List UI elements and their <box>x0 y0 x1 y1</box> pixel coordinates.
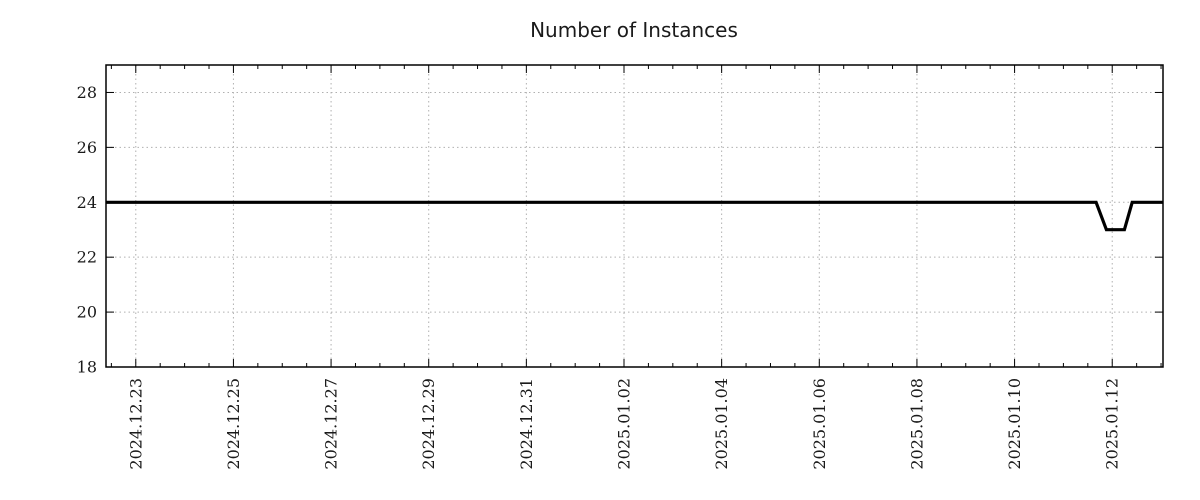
x-tick-label: 2025.01.04 <box>712 378 731 470</box>
x-tick-label: 2025.01.08 <box>907 378 926 470</box>
y-tick-label: 24 <box>77 193 97 212</box>
chart-title: Number of Instances <box>530 18 738 42</box>
y-axis-labels: 18 20 22 24 26 28 <box>77 83 97 377</box>
y-tick-label: 22 <box>77 248 97 267</box>
series-line-instances <box>106 200 1163 232</box>
x-tick-label: 2024.12.25 <box>224 378 243 470</box>
x-tick-label: 2024.12.31 <box>517 378 536 470</box>
axis-ticks <box>106 65 1163 368</box>
x-tick-label: 2025.01.02 <box>615 378 634 470</box>
x-tick-label: 2025.01.06 <box>810 378 829 470</box>
gridlines <box>106 65 1163 367</box>
x-tick-label: 2025.01.12 <box>1103 378 1122 470</box>
x-tick-label: 2024.12.23 <box>126 378 145 470</box>
plot-border <box>105 64 1164 368</box>
y-tick-label: 26 <box>77 138 97 157</box>
y-tick-label: 28 <box>77 83 97 102</box>
x-tick-label: 2024.12.27 <box>322 378 341 470</box>
y-tick-label: 18 <box>77 358 97 377</box>
x-tick-label: 2024.12.29 <box>419 378 438 470</box>
x-tick-label: 2025.01.10 <box>1005 378 1024 470</box>
y-tick-label: 20 <box>77 303 97 322</box>
x-axis-labels: 2024.12.23 2024.12.25 2024.12.27 2024.12.29… <box>126 378 1121 470</box>
